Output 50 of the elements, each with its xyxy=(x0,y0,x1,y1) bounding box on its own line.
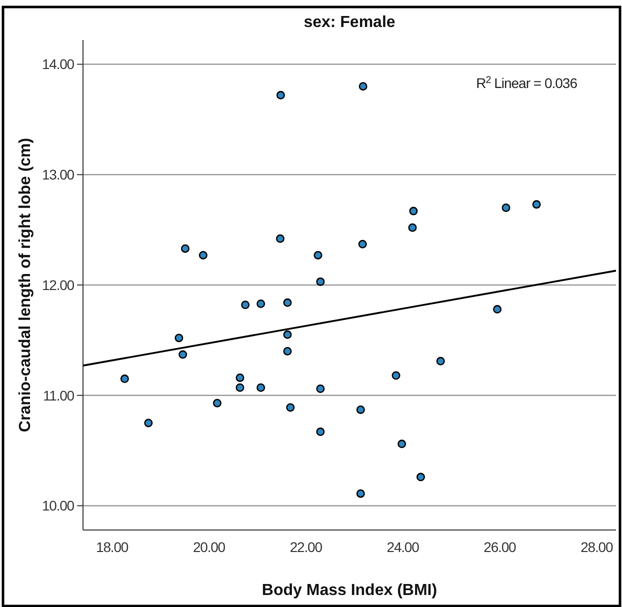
point xyxy=(316,277,325,286)
x-tick-label: 22.00 xyxy=(290,539,323,555)
point xyxy=(409,206,418,216)
chart-title: sex: Female xyxy=(304,14,396,31)
point xyxy=(120,374,129,384)
point xyxy=(502,204,510,212)
x-tick-label: 20.00 xyxy=(192,539,226,555)
point xyxy=(356,489,365,498)
y-tick-label: 13.00 xyxy=(42,166,75,183)
x-axis-title: Body Mass Index (BMI) xyxy=(262,582,438,599)
point xyxy=(283,298,292,307)
point xyxy=(174,334,184,342)
y-tick-label: 11.00 xyxy=(43,387,75,404)
point xyxy=(236,383,244,392)
point xyxy=(493,305,502,314)
point xyxy=(316,428,325,436)
point xyxy=(358,82,368,91)
point xyxy=(241,300,250,310)
point xyxy=(408,223,417,232)
point xyxy=(283,330,292,339)
point xyxy=(256,300,266,308)
point xyxy=(358,240,367,248)
y-axis-title: Cranio-caudal length of right lobe (cm) xyxy=(17,138,34,432)
x-tick-label: 28.00 xyxy=(580,539,614,555)
point xyxy=(283,346,292,356)
y-tick-label: 12.00 xyxy=(42,276,75,293)
annotation: R$^{2}$ Linear = 0.036 xyxy=(476,74,578,91)
point xyxy=(532,200,541,209)
point xyxy=(198,250,208,260)
point xyxy=(212,398,222,408)
point xyxy=(356,405,365,414)
point xyxy=(256,383,266,392)
point xyxy=(276,234,284,243)
point xyxy=(392,371,400,380)
point xyxy=(398,440,406,448)
y-tick-label: 10.00 xyxy=(42,498,75,514)
point xyxy=(286,403,295,412)
point xyxy=(436,356,445,366)
point xyxy=(416,472,425,482)
point xyxy=(178,350,188,359)
point xyxy=(276,90,285,100)
x-tick-label: 26.00 xyxy=(484,539,517,555)
point xyxy=(316,384,325,393)
point xyxy=(314,250,322,260)
x-tick-label: 24.00 xyxy=(386,539,420,555)
point xyxy=(236,373,244,382)
y-tick-label: 14.00 xyxy=(42,56,75,72)
point xyxy=(144,418,153,428)
point xyxy=(180,244,190,253)
x-tick-label: 18.00 xyxy=(96,539,129,555)
